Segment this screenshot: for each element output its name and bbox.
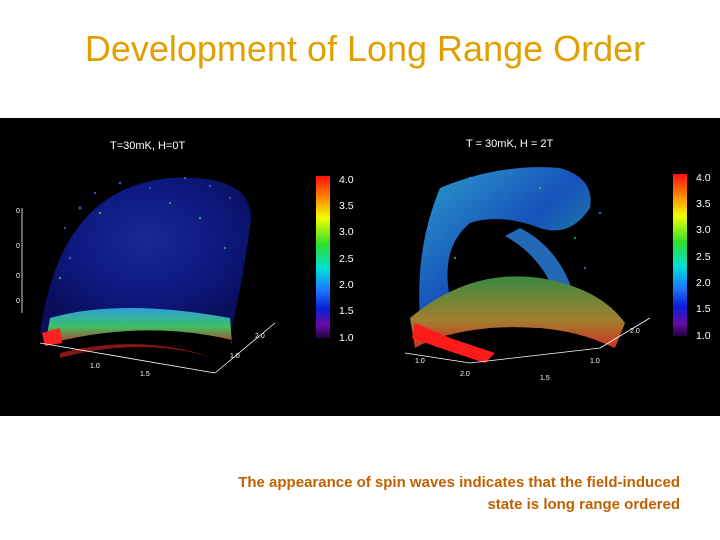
left-colorbar-tick: 2.5 [339,253,354,265]
right-colorbar-tick: 2.0 [696,277,711,289]
right-colorbar [673,174,687,336]
svg-text:2.0: 2.0 [630,328,640,335]
left-colorbar-tick: 4.0 [339,174,354,186]
right-colorbar-tick: 4.0 [696,172,711,184]
svg-text:0: 0 [16,243,20,250]
svg-text:0: 0 [16,273,20,280]
right-colorbar-tick: 3.5 [696,198,711,210]
left-plot: 0 0 0 0 1.0 1.5 1.0 2.0 [16,176,276,378]
right-colorbar-tick: 3.0 [696,224,711,236]
left-colorbar [316,176,330,338]
neutron-scattering-figure: 0 0 0 0 1.0 1.5 1.0 2.0 [0,118,720,416]
right-colorbar-tick: 1.5 [696,303,711,315]
svg-text:1.0: 1.0 [590,358,600,365]
figure-artwork: 0 0 0 0 1.0 1.5 1.0 2.0 [16,167,651,382]
svg-text:1.0: 1.0 [230,353,240,360]
left-panel-title: T=30mK, H=0T [110,140,186,152]
slide-title: Development of Long Range Order [84,28,646,69]
left-colorbar-tick: 1.0 [339,332,354,344]
right-panel-title: T = 30mK, H = 2T [466,138,554,150]
left-colorbar-tick: 3.5 [339,200,354,212]
right-colorbar-tick: 2.5 [696,251,711,263]
left-colorbar-tick: 2.0 [339,279,354,291]
caption-line-2: state is long range ordered [487,496,680,513]
left-colorbar-tick: 3.0 [339,226,354,238]
left-colorbar-tick: 1.5 [339,305,354,317]
caption-line-1: The appearance of spin waves indicates t… [238,474,680,491]
svg-text:0: 0 [16,298,20,305]
slide-caption: The appearance of spin waves indicates t… [120,472,680,516]
right-colorbar-tick: 1.0 [696,330,711,342]
svg-text:0: 0 [16,208,20,215]
svg-text:2.0: 2.0 [460,371,470,378]
right-plot: 1.0 2.0 1.5 1.0 2.0 [404,167,651,382]
svg-text:1.0: 1.0 [415,358,425,365]
svg-text:1.0: 1.0 [90,363,100,370]
svg-text:1.5: 1.5 [140,371,150,378]
svg-text:1.5: 1.5 [540,375,550,382]
svg-text:2.0: 2.0 [255,333,265,340]
